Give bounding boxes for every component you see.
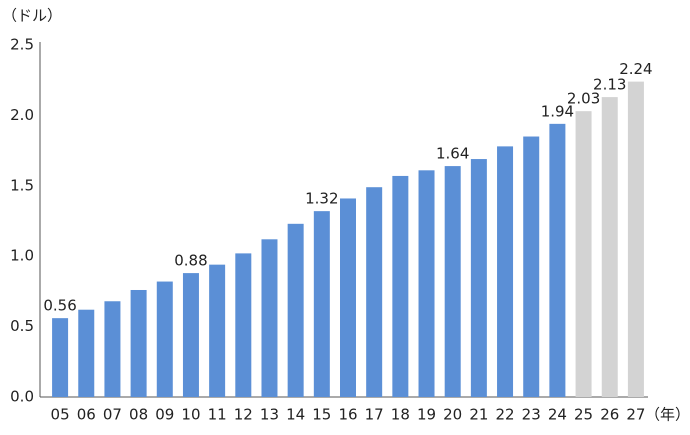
- y-tick-label: 2.5: [10, 36, 34, 54]
- x-tick-label: 11: [208, 406, 227, 424]
- value-label: 2.24: [619, 60, 652, 78]
- value-label: 0.88: [174, 252, 207, 270]
- x-tick-label: 14: [286, 406, 305, 424]
- x-tick-label: 16: [338, 406, 357, 424]
- bar: [287, 223, 304, 397]
- bar: [418, 170, 435, 397]
- bar: [261, 239, 278, 397]
- x-tick-label: 18: [391, 406, 410, 424]
- bar: [366, 187, 383, 397]
- x-tick-label: 07: [103, 406, 122, 424]
- x-tick-label: 12: [234, 406, 253, 424]
- x-tick-label: 20: [443, 406, 462, 424]
- value-label: 1.64: [436, 145, 469, 163]
- x-tick-label: 19: [417, 406, 436, 424]
- x-unit: （年）: [645, 406, 690, 424]
- y-tick-label: 2.0: [10, 106, 34, 124]
- x-tick-label: 25: [574, 406, 593, 424]
- value-label: 2.13: [593, 76, 626, 94]
- x-tick-label: 17: [365, 406, 384, 424]
- x-tick-label: 09: [155, 406, 174, 424]
- bar: [392, 175, 409, 397]
- x-tick-label: 08: [129, 406, 148, 424]
- bar: [52, 318, 69, 397]
- y-unit: （ドル）: [2, 7, 62, 25]
- value-label: 1.32: [305, 190, 338, 208]
- bar: [156, 281, 173, 397]
- bar: [78, 309, 95, 397]
- bar: [340, 198, 356, 397]
- bar: [235, 253, 252, 397]
- bar: [470, 159, 487, 397]
- value-label: 1.94: [541, 102, 574, 120]
- y-tick-label: 1.0: [10, 247, 34, 265]
- x-tick-label: 10: [181, 406, 200, 424]
- x-tick-label: 05: [51, 406, 70, 424]
- bar: [104, 301, 121, 397]
- bar: [313, 211, 330, 397]
- bar: [444, 166, 461, 397]
- x-tick-label: 21: [469, 406, 488, 424]
- y-tick-label: 0.5: [10, 317, 34, 335]
- value-label: 2.03: [567, 90, 600, 108]
- x-tick-label: 27: [626, 406, 645, 424]
- bar: [627, 81, 644, 397]
- bar: [182, 273, 199, 397]
- x-tick-label: 15: [312, 406, 331, 424]
- x-tick-label: 24: [548, 406, 567, 424]
- value-label: 0.56: [43, 297, 76, 315]
- bar: [575, 111, 592, 398]
- bar: [523, 136, 540, 397]
- x-tick-label: 26: [600, 406, 619, 424]
- y-tick-label: 0.0: [10, 388, 34, 406]
- x-tick-label: 22: [495, 406, 514, 424]
- bar: [549, 123, 566, 398]
- y-tick-label: 1.5: [10, 176, 34, 194]
- x-tick-label: 06: [77, 406, 96, 424]
- x-tick-label: 13: [260, 406, 279, 424]
- bar: [601, 97, 618, 397]
- bar: [497, 146, 514, 397]
- bar: [209, 264, 226, 397]
- bar: [130, 289, 147, 397]
- x-tick-label: 23: [522, 406, 541, 424]
